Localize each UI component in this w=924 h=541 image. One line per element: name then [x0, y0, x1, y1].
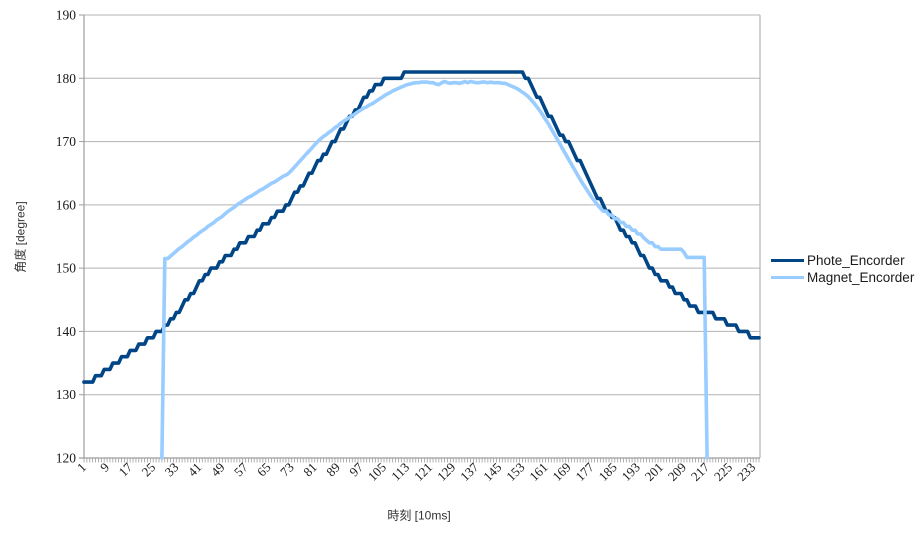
legend-label-phote-encorder: Phote_Encorder [807, 253, 905, 268]
x-tick-label: 129 [434, 460, 458, 484]
x-tick-label: 153 [503, 460, 527, 484]
x-tick-label: 137 [457, 459, 482, 484]
x-tick-label: 121 [411, 460, 435, 484]
legend-label-magnet-encorder: Magnet_Encorder [807, 270, 915, 285]
y-tick-label: 170 [56, 134, 77, 149]
x-tick-label: 185 [595, 460, 619, 484]
y-tick-label: 150 [56, 261, 77, 276]
y-axis-title: 角度 [degree] [13, 201, 28, 273]
x-tick-label: 145 [480, 460, 504, 484]
phote-encorder-line-swatch [771, 259, 804, 262]
magnet-encorder-line-swatch [771, 276, 804, 279]
x-tick-label: 233 [734, 460, 758, 484]
y-tick-label: 140 [56, 324, 77, 339]
y-tick-label: 190 [56, 8, 77, 23]
y-tick-label: 130 [56, 387, 77, 402]
x-tick-label: 161 [526, 460, 550, 484]
y-tick-label: 120 [56, 451, 77, 466]
x-tick-label: 225 [711, 460, 735, 484]
x-tick-label: 177 [572, 459, 597, 484]
series-line-magnet_encorder [160, 79, 709, 460]
x-tick-label: 193 [619, 460, 643, 484]
x-tick-label: 209 [665, 460, 689, 484]
x-tick-label: 113 [388, 460, 412, 484]
x-tick-label: 201 [642, 460, 666, 484]
legend-item-magnet-encorder: Magnet_Encorder [771, 269, 914, 286]
y-tick-label: 180 [56, 71, 77, 86]
legend-item-phote-encorder: Phote_Encorder [771, 252, 914, 269]
x-tick-label: 169 [549, 460, 573, 484]
legend: Phote_Encorder Magnet_Encorder [771, 252, 914, 286]
x-axis-title: 時刻 [10ms] [387, 508, 451, 523]
series-line-phote_encorder [82, 70, 761, 384]
x-tick-label: 217 [688, 459, 713, 484]
y-tick-label: 160 [56, 197, 77, 212]
x-tick-label: 105 [365, 460, 389, 484]
